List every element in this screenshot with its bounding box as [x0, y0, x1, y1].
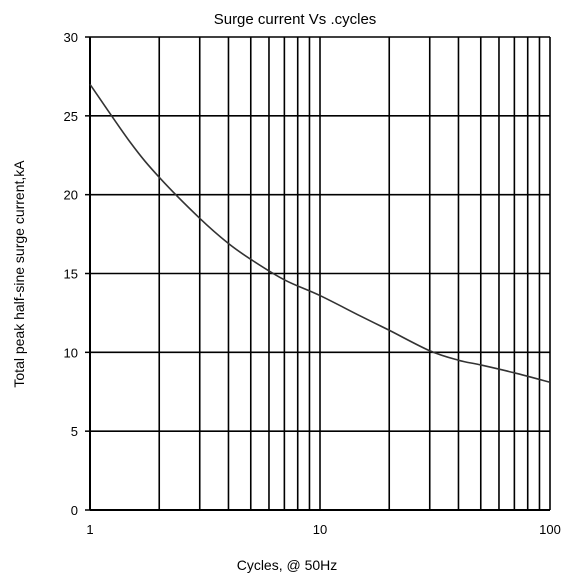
y-tick-label: 5 — [71, 424, 78, 439]
y-tick-label: 20 — [64, 188, 78, 203]
y-tick-label: 15 — [64, 267, 78, 282]
y-tick-label: 30 — [64, 30, 78, 45]
y-tick-label: 10 — [64, 345, 78, 360]
series-line — [89, 83, 551, 384]
x-axis-label: Cycles, @ 50Hz — [237, 557, 338, 573]
y-tick-label: 25 — [64, 109, 78, 124]
y-tick-label: 0 — [71, 503, 78, 518]
x-tick-label: 10 — [313, 522, 327, 537]
chart-title: Surge current Vs .cycles — [214, 11, 377, 28]
grid-layer — [85, 36, 551, 511]
x-tick-label: 1 — [86, 522, 93, 537]
y-axis-label: Total peak half-sine surge current,kA — [11, 160, 27, 388]
x-tick-label: 100 — [539, 522, 561, 537]
series-layer — [89, 83, 551, 384]
tick-label-layer: 0 5 10 15 20 25 30 1 10 100 — [64, 30, 561, 537]
